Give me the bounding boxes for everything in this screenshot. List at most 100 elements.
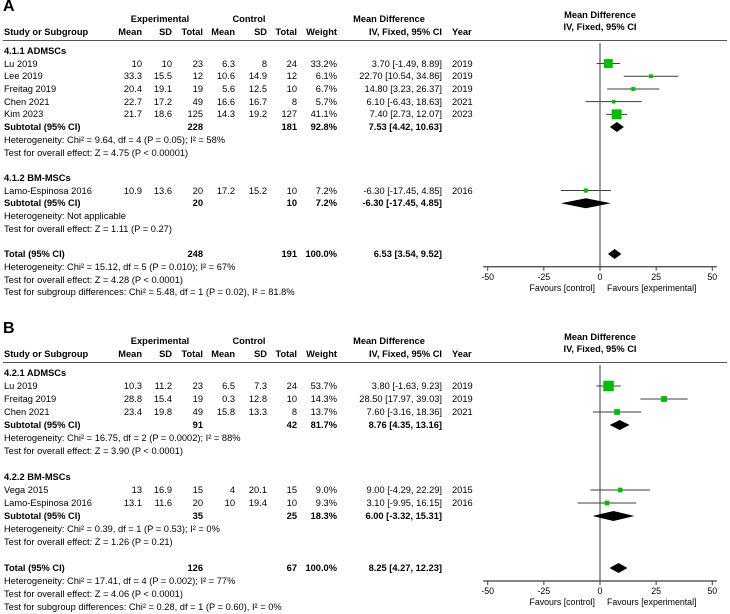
cell-weight: 5.7%	[315, 96, 337, 107]
favours-control-label: Favours [control]	[529, 283, 595, 293]
effect-square	[617, 487, 623, 493]
cell-total: 67	[286, 563, 297, 573]
favours-control-label: Favours [control]	[529, 597, 595, 607]
study-row: Chen 2021 23.4 19.8 49 15.8 13.3 8 13.7% 7.60 [-…	[4, 406, 490, 419]
cell-total: 24	[286, 58, 297, 69]
effect-square	[611, 109, 622, 120]
cell-total: 8	[291, 96, 297, 107]
column-header-3: Total	[181, 27, 203, 37]
cell-total: 20	[192, 198, 203, 209]
cell-iv-fixed-95-ci: 8.76 [4.35, 13.16]	[368, 420, 442, 430]
cell-weight: 6.1%	[315, 71, 337, 82]
axis-tick-label: -25	[537, 272, 550, 282]
cell-total: 248	[187, 249, 203, 260]
group-header-control: Control	[232, 14, 266, 24]
column-header-1: Mean	[118, 349, 142, 359]
cell-study-or-subgroup: Subtotal (95% CI)	[4, 122, 81, 133]
stats-note: Heterogeneity: Chi² = 9.64, df = 4 (P = …	[4, 134, 226, 145]
stats-note: Test for overall effect: Z = 3.90 (P < 0…	[4, 446, 183, 456]
plot-header-line2: IV, Fixed, 95% CI	[563, 344, 636, 354]
cell-sd: 10	[161, 58, 172, 69]
cell-year: 2019	[452, 381, 473, 391]
effect-square	[603, 380, 614, 392]
cell-year: 2019	[452, 58, 473, 69]
stats-note: Test for overall effect: Z = 4.28 (P < 0…	[4, 274, 183, 285]
cell-total: 12	[192, 71, 203, 82]
cell-study-or-subgroup: Subtotal (95% CI)	[4, 511, 81, 521]
cell-sd: 15.4	[153, 394, 172, 404]
cell-iv-fixed-95-ci: 9.00 [-4.29, 22.29]	[366, 485, 442, 495]
cell-mean: 15.8	[216, 407, 235, 417]
total-row: Total (95% CI) 126 67 100.0% 8.25 [4.27, 12.…	[4, 562, 490, 575]
cell-total: 191	[281, 249, 297, 260]
subtotal-row: Subtotal (95% CI) 20 10 7.2% -6.30 [-17.45, …	[4, 197, 490, 210]
cell-iv-fixed-95-ci: 14.80 [3.23, 26.37]	[364, 83, 442, 94]
column-header-7: Weight	[306, 349, 337, 359]
cell-weight: 41.1%	[310, 109, 337, 120]
cell-sd: 7.3	[254, 381, 267, 391]
effect-square	[603, 59, 613, 69]
column-header-8: IV, Fixed, 95% CI	[368, 349, 442, 359]
stats-note: Heterogeneity: Chi² = 15.12, df = 5 (P =…	[4, 261, 236, 272]
cell-iv-fixed-95-ci: -6.30 [-17.45, 4.85]	[362, 198, 442, 209]
cell-total: 181	[281, 122, 297, 133]
cell-iv-fixed-95-ci: -6.30 [-17.45, 4.85]	[363, 185, 442, 196]
cell-weight: 81.7%	[310, 420, 337, 430]
cell-total: 10	[286, 185, 297, 196]
cell-year: 2016	[452, 498, 473, 508]
cell-mean: 10.6	[216, 71, 235, 82]
cell-total: 228	[187, 122, 203, 133]
cell-year: 2019	[452, 394, 473, 404]
stats-note: Test for overall effect: Z = 4.06 (P < 0…	[4, 589, 183, 599]
plot-header-line1: Mean Difference	[564, 332, 636, 342]
study-row: Lamo-Espinosa 2016 13.1 11.6 20 10 19.4 10 9.3%…	[4, 497, 490, 510]
subtotal-row: Subtotal (95% CI) 35 25 18.3% 6.00 [-3.32, 1…	[4, 510, 490, 523]
column-header-9: Year	[452, 27, 472, 37]
cell-year: 2019	[452, 71, 473, 82]
cell-mean: 14.3	[216, 109, 235, 120]
group-header-meandiff: Mean Difference	[353, 336, 425, 346]
cell-iv-fixed-95-ci: 28.50 [17.97, 39.03]	[359, 394, 442, 404]
cell-mean: 10	[224, 498, 235, 508]
cell-sd: 16.9	[153, 485, 172, 495]
subgroup-title: 4.1.1 ADMSCs	[4, 46, 67, 56]
group-header-control: Control	[232, 336, 266, 346]
cell-iv-fixed-95-ci: 6.10 [-6.43, 18.63]	[366, 96, 442, 107]
study-row: Lamo-Espinosa 2016 10.9 13.6 20 17.2 15.2 10 7.…	[4, 184, 490, 197]
cell-total: 23	[192, 381, 203, 391]
cell-iv-fixed-95-ci: 8.25 [4.27, 12.23]	[368, 563, 442, 573]
column-header-7: Weight	[306, 27, 337, 37]
stats-note: Heterogeneity: Chi² = 17.41, df = 4 (P =…	[4, 576, 236, 586]
cell-mean: 10.9	[123, 185, 142, 196]
cell-study-or-subgroup: Subtotal (95% CI)	[4, 198, 81, 209]
cell-study-or-subgroup: Total (95% CI)	[4, 249, 65, 260]
subgroup-title: 4.2.2 BM-MSCs	[4, 472, 71, 482]
column-header-2: SD	[159, 349, 172, 359]
stats-note: Heterogeneity: Chi² = 0.39, df = 1 (P = …	[4, 524, 220, 534]
cell-sd: 11.6	[154, 498, 172, 508]
header-rule	[3, 40, 727, 41]
cell-total: 15	[286, 485, 297, 495]
cell-total: 19	[192, 83, 203, 94]
cell-total: 20	[192, 185, 203, 196]
cell-weight: 9.0%	[315, 485, 337, 495]
forest-plot-b: Mean Difference IV, Fixed, 95% CI -50 -25 0 2…	[481, 332, 717, 607]
cell-sd: 19.4	[248, 498, 267, 508]
cell-mean: 10.3	[123, 381, 142, 391]
column-header-2: SD	[159, 27, 172, 37]
cell-study-or-subgroup: Lu 2019	[4, 58, 38, 69]
group-header-experimental: Experimental	[130, 336, 190, 346]
cell-study-or-subgroup: Freitag 2019	[4, 83, 57, 94]
effect-square	[631, 86, 636, 91]
cell-weight: 100.0%	[305, 563, 337, 573]
cell-mean: 16.6	[216, 96, 235, 107]
cell-sd: 12.8	[248, 394, 267, 404]
cell-sd: 15.5	[153, 71, 172, 82]
subtotal-diamond	[609, 420, 630, 430]
cell-sd: 18.6	[153, 109, 172, 120]
effect-square	[604, 500, 610, 506]
favours-experimental-label: Favours [experimental]	[607, 283, 696, 293]
axis-tick-label: 50	[707, 272, 717, 282]
favours-experimental-label: Favours [experimental]	[607, 597, 696, 607]
